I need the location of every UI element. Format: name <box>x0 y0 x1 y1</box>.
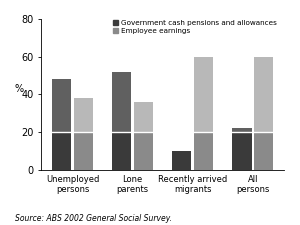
Bar <box>112 132 131 170</box>
Bar <box>52 79 71 132</box>
Bar <box>194 132 213 170</box>
Bar <box>52 132 71 170</box>
Bar <box>74 98 93 132</box>
Bar <box>74 132 93 170</box>
Text: Source: ABS 2002 General Social Survey.: Source: ABS 2002 General Social Survey. <box>15 214 172 223</box>
Legend: Government cash pensions and allowances, Employee earnings: Government cash pensions and allowances,… <box>113 20 277 34</box>
Bar <box>194 57 213 132</box>
Bar <box>254 132 273 170</box>
Bar <box>134 102 153 132</box>
Bar <box>232 128 252 132</box>
Bar <box>172 151 191 170</box>
Bar <box>134 132 153 170</box>
Y-axis label: %: % <box>15 85 24 94</box>
Bar <box>232 132 252 170</box>
Bar <box>112 72 131 132</box>
Bar <box>254 57 273 132</box>
